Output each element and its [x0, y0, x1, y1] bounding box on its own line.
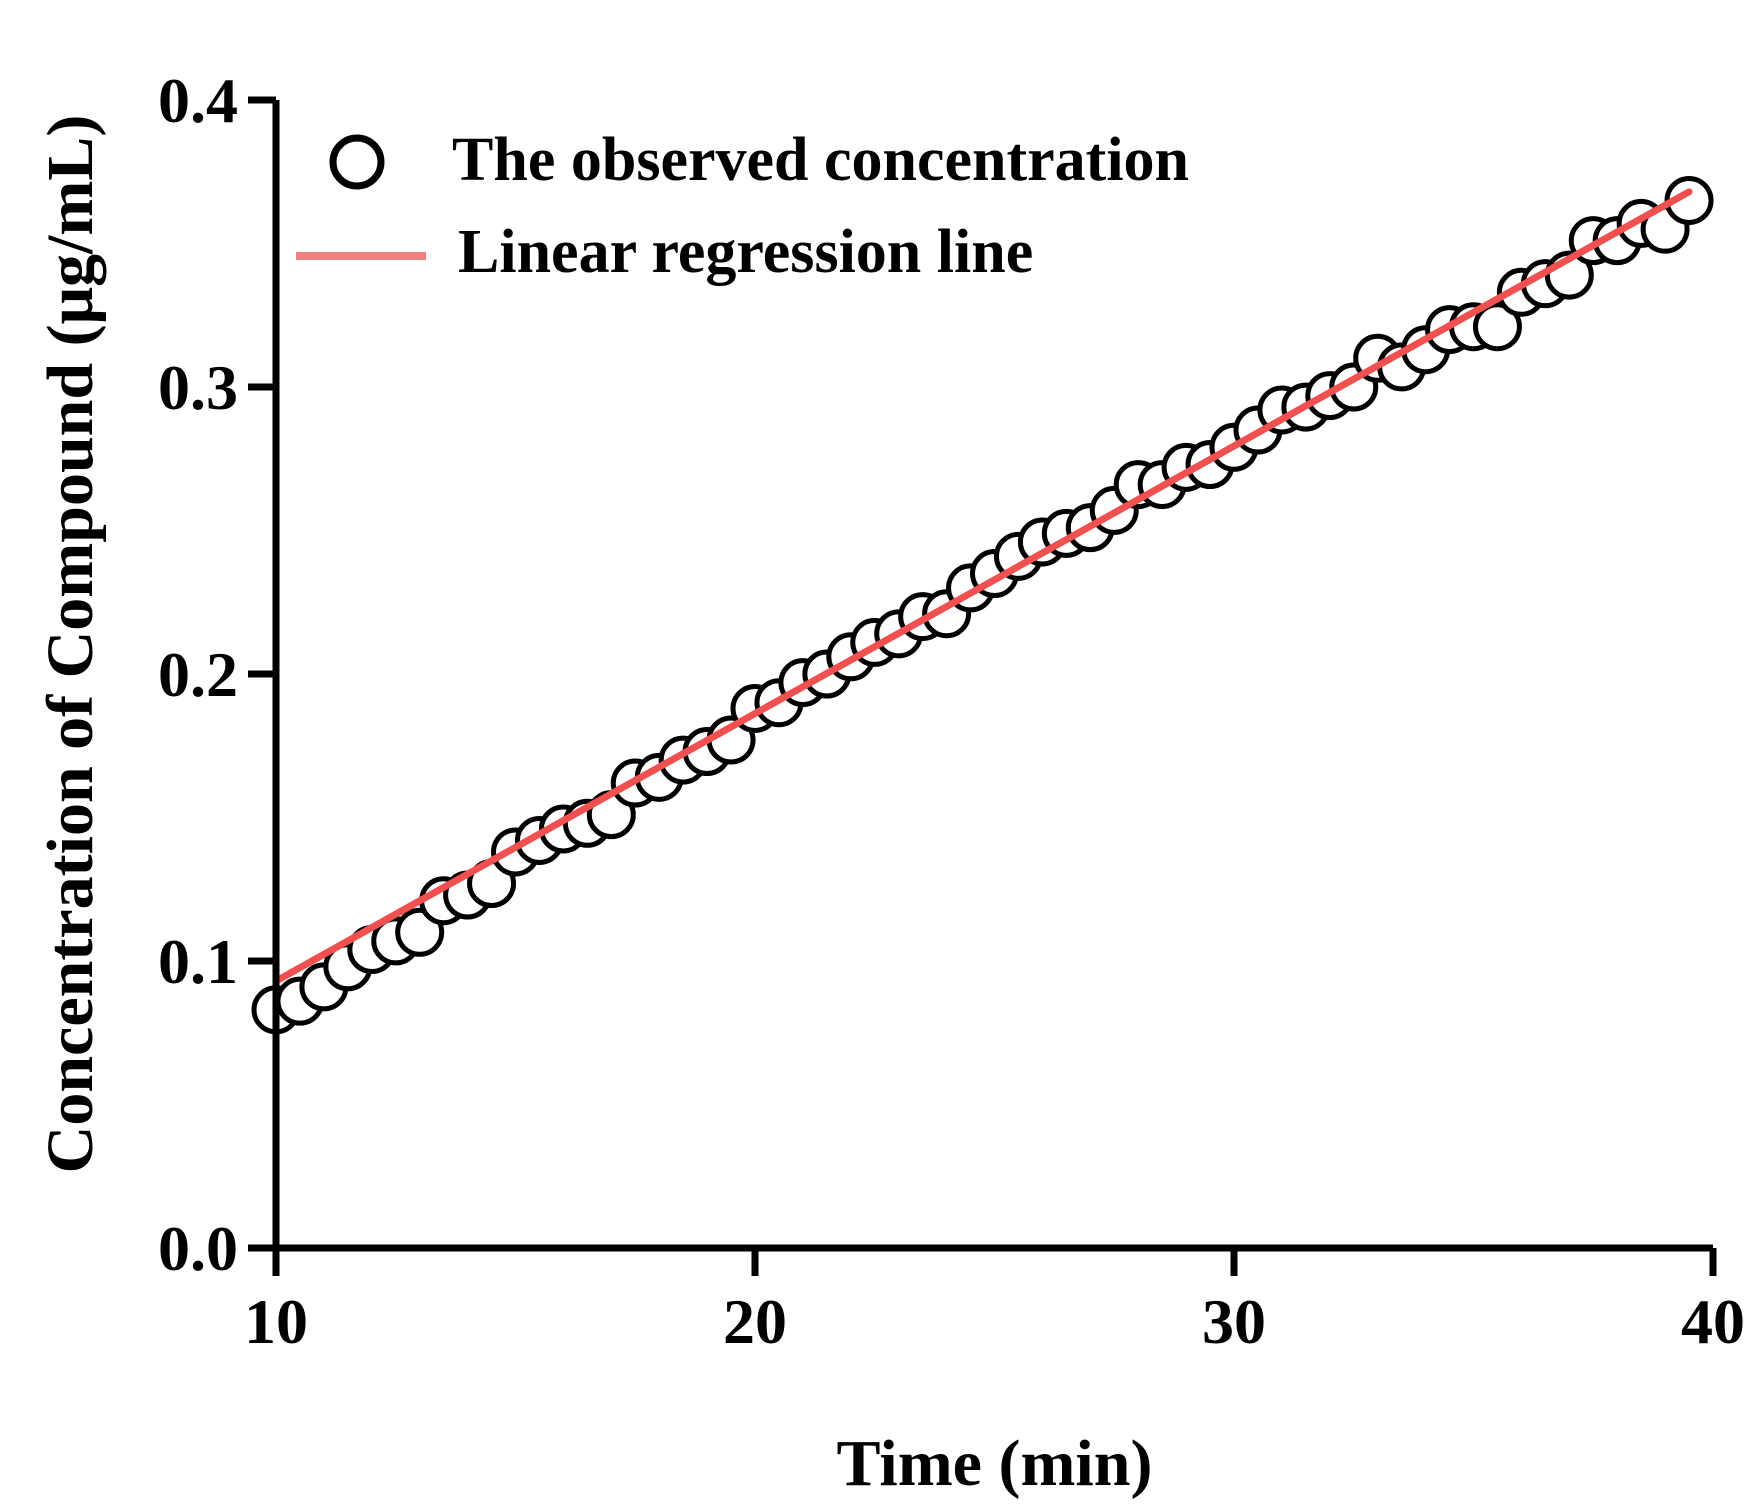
legend-label-observed: The observed concentration — [452, 126, 1189, 194]
data-point — [1472, 302, 1522, 352]
regression-line — [272, 188, 1693, 985]
x-tick-label: 10 — [244, 1286, 308, 1357]
y-tick-label: 0.1 — [158, 926, 238, 997]
y-axis-title: Concentration of Compound (μg/mL) — [34, 115, 107, 1174]
y-tick-label: 0.2 — [158, 639, 238, 710]
y-tick-label: 0.4 — [158, 65, 238, 136]
ticks: 0.0 0.1 0.2 0.3 0.4 10 20 30 40 — [158, 65, 1745, 1357]
legend-marker-observed — [329, 134, 385, 190]
legend-label-regression: Linear regression line — [458, 218, 1033, 286]
plot-data — [251, 175, 1714, 1035]
x-tick-label: 30 — [1202, 1286, 1266, 1357]
x-axis-title: Time (min) — [837, 1427, 1153, 1500]
y-tick-label: 0.3 — [158, 352, 238, 423]
x-tick-label: 40 — [1681, 1286, 1745, 1357]
x-tick-label: 20 — [723, 1286, 787, 1357]
y-tick-label: 0.0 — [158, 1213, 238, 1284]
legend: The observed concentration Linear regres… — [296, 126, 1189, 286]
